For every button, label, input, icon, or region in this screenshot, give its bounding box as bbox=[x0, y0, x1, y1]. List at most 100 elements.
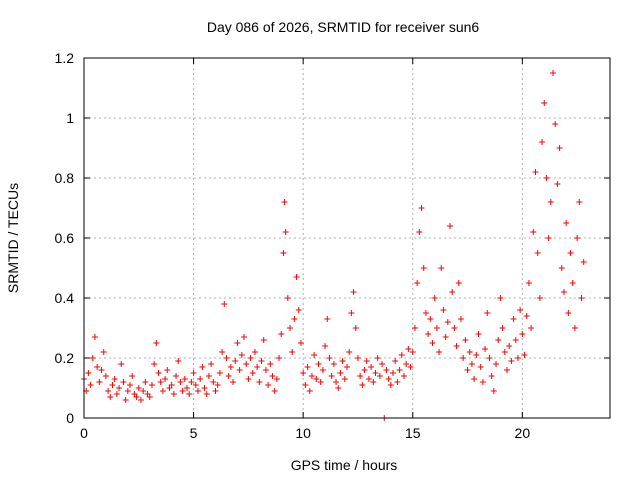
data-point bbox=[387, 382, 394, 388]
data-point bbox=[148, 382, 155, 388]
data-point bbox=[409, 349, 416, 355]
data-point bbox=[151, 361, 158, 367]
data-point bbox=[482, 346, 489, 352]
data-point bbox=[317, 379, 324, 385]
data-point bbox=[431, 295, 438, 301]
data-point bbox=[420, 265, 427, 271]
x-tick-label: 20 bbox=[515, 425, 531, 441]
data-point bbox=[214, 382, 221, 388]
data-point bbox=[319, 367, 326, 373]
data-point bbox=[249, 370, 256, 376]
data-point bbox=[525, 280, 532, 286]
data-point bbox=[120, 379, 127, 385]
data-point bbox=[440, 307, 447, 313]
data-point bbox=[376, 373, 383, 379]
data-point bbox=[560, 289, 567, 295]
x-tick-label: 0 bbox=[80, 425, 88, 441]
data-point bbox=[488, 373, 495, 379]
data-point bbox=[398, 352, 405, 358]
data-point bbox=[350, 289, 357, 295]
y-tick-label: 0.4 bbox=[55, 290, 75, 306]
data-point bbox=[383, 367, 390, 373]
data-point bbox=[447, 223, 454, 229]
y-tick-label: 1 bbox=[66, 110, 74, 126]
data-points bbox=[81, 70, 587, 421]
data-point bbox=[427, 316, 434, 322]
data-point bbox=[271, 388, 278, 394]
data-point bbox=[124, 388, 131, 394]
data-point bbox=[348, 310, 355, 316]
data-point bbox=[164, 367, 171, 373]
data-point bbox=[201, 385, 208, 391]
data-point bbox=[225, 373, 232, 379]
data-point bbox=[365, 376, 372, 382]
data-point bbox=[269, 373, 276, 379]
data-point bbox=[322, 343, 329, 349]
data-point bbox=[508, 358, 515, 364]
data-point bbox=[497, 295, 504, 301]
data-point bbox=[109, 382, 116, 388]
data-point bbox=[436, 349, 443, 355]
data-point bbox=[506, 343, 513, 349]
data-point bbox=[313, 376, 320, 382]
data-point bbox=[438, 265, 445, 271]
data-point bbox=[262, 367, 269, 373]
data-point bbox=[536, 295, 543, 301]
data-point bbox=[315, 361, 322, 367]
grid bbox=[84, 57, 610, 418]
data-point bbox=[571, 325, 578, 331]
x-tick-label: 15 bbox=[405, 425, 421, 441]
y-tick-label: 0 bbox=[66, 410, 74, 426]
data-point bbox=[422, 310, 429, 316]
data-point bbox=[433, 325, 440, 331]
data-point bbox=[116, 385, 123, 391]
data-point bbox=[486, 355, 493, 361]
data-point bbox=[210, 379, 217, 385]
data-point bbox=[300, 370, 307, 376]
data-point bbox=[137, 397, 144, 403]
data-point bbox=[374, 355, 381, 361]
data-point bbox=[468, 361, 475, 367]
data-point bbox=[267, 361, 274, 367]
data-point bbox=[558, 265, 565, 271]
data-point bbox=[295, 307, 302, 313]
x-tick-label: 10 bbox=[295, 425, 311, 441]
data-point bbox=[567, 250, 574, 256]
data-point bbox=[503, 367, 510, 373]
data-point bbox=[251, 349, 258, 355]
data-point bbox=[539, 139, 546, 145]
data-point bbox=[184, 385, 191, 391]
data-point bbox=[390, 370, 397, 376]
data-point bbox=[359, 382, 366, 388]
data-point bbox=[457, 316, 464, 322]
data-point bbox=[175, 358, 182, 364]
data-point bbox=[576, 199, 583, 205]
data-point bbox=[574, 235, 581, 241]
data-point bbox=[512, 337, 519, 343]
data-point bbox=[565, 310, 572, 316]
data-point bbox=[133, 394, 140, 400]
data-point bbox=[245, 376, 252, 382]
data-point bbox=[530, 229, 537, 235]
data-point bbox=[326, 355, 333, 361]
data-point bbox=[127, 382, 134, 388]
data-point bbox=[129, 373, 136, 379]
data-point bbox=[247, 355, 254, 361]
data-point bbox=[545, 235, 552, 241]
data-point bbox=[179, 388, 186, 394]
data-point bbox=[94, 364, 101, 370]
data-point bbox=[273, 376, 280, 382]
data-point bbox=[578, 295, 585, 301]
data-point bbox=[335, 385, 342, 391]
data-point bbox=[451, 325, 458, 331]
data-point bbox=[297, 340, 304, 346]
data-point bbox=[534, 250, 541, 256]
data-point bbox=[495, 337, 502, 343]
data-point bbox=[330, 361, 337, 367]
data-point bbox=[339, 358, 346, 364]
x-axis-label: GPS time / hours bbox=[291, 457, 398, 473]
data-point bbox=[234, 340, 241, 346]
data-point bbox=[216, 370, 223, 376]
y-tick-label: 1.2 bbox=[55, 50, 75, 66]
